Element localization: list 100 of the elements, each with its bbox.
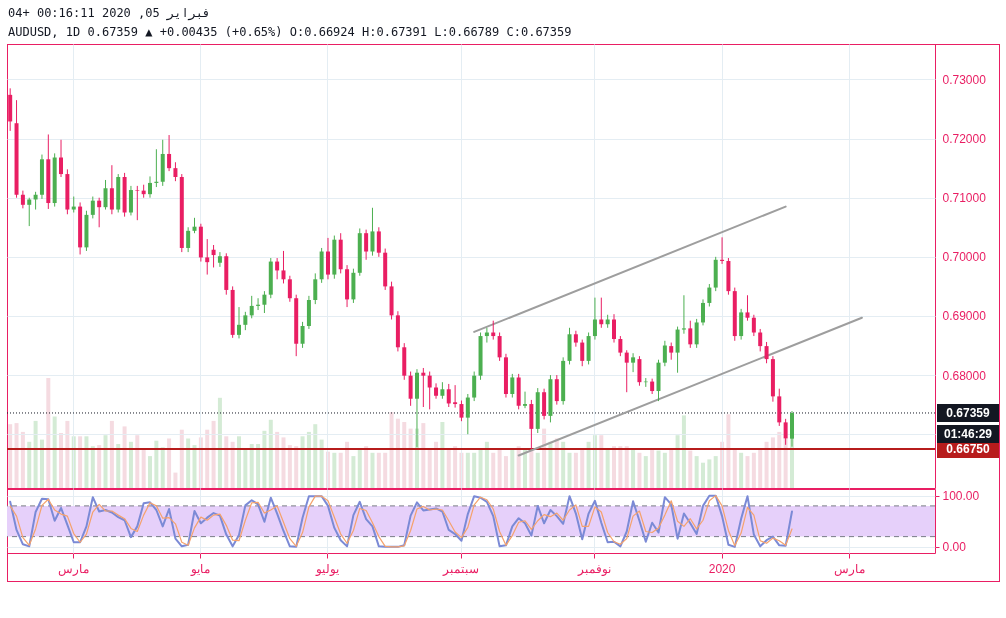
bar [294, 446, 299, 488]
bar [135, 435, 140, 488]
bar [211, 420, 216, 488]
bar [599, 435, 604, 488]
bar [446, 449, 451, 488]
bar [745, 456, 750, 488]
bar [230, 441, 235, 488]
bar [402, 422, 407, 488]
bar [523, 449, 528, 488]
bar [669, 449, 674, 488]
bar [319, 439, 324, 488]
candlestick [446, 383, 451, 408]
bar [148, 456, 153, 488]
y-tick-label: 0.68000 [942, 368, 987, 383]
bar [20, 431, 25, 488]
text: 01:46:29 [943, 426, 993, 441]
bar [408, 428, 413, 488]
candlestick [90, 196, 95, 219]
bar [554, 438, 559, 488]
bar [389, 412, 394, 488]
bar [694, 456, 699, 488]
bar [548, 441, 553, 488]
bar [141, 448, 146, 488]
bar [116, 444, 121, 488]
candlestick [758, 328, 763, 352]
candlestick [109, 164, 114, 215]
bar [205, 429, 210, 488]
y-tick-label: 0.72000 [942, 132, 987, 147]
bar [465, 452, 470, 488]
candlestick [262, 290, 267, 314]
bar [173, 472, 178, 488]
candlestick [523, 391, 528, 409]
bar [345, 441, 350, 488]
candlestick [434, 382, 439, 400]
candlestick [135, 185, 140, 221]
bar [14, 423, 19, 488]
bar [97, 445, 102, 488]
candlestick [554, 374, 559, 406]
bar [332, 452, 337, 488]
candlestick [97, 197, 102, 228]
candlestick [173, 161, 178, 182]
candlestick [751, 314, 756, 337]
bar [224, 436, 229, 488]
candlestick [580, 339, 585, 367]
bar [84, 436, 89, 488]
bar [27, 441, 32, 488]
chart-title: فبراير 05, 2020 00:16:11 +04 [8, 6, 211, 21]
candlestick [211, 244, 216, 268]
bar [561, 441, 566, 488]
bar [59, 433, 64, 488]
bar [516, 446, 521, 488]
bar [370, 452, 375, 488]
bar [109, 420, 114, 488]
bar [631, 449, 636, 488]
candlestick [364, 229, 369, 261]
bar [186, 438, 191, 488]
bar [650, 449, 655, 488]
bar [732, 449, 737, 488]
bar [586, 441, 591, 488]
candlestick [637, 355, 642, 387]
bar [237, 436, 241, 488]
bar [217, 397, 222, 488]
chart-subtitle: AUDUSD, 1D 0.67359 ▲ +0.00435 (+0.65%) O:0.66924 H:0.67391 L:0.66789 C:0.67359 [8, 25, 572, 39]
candlestick [370, 207, 375, 257]
bar [46, 378, 51, 488]
candlestick [313, 272, 318, 305]
bar [281, 437, 286, 488]
candlestick [453, 384, 458, 409]
candlestick [27, 197, 32, 227]
bar [160, 447, 165, 488]
bar [643, 456, 648, 488]
bar [478, 449, 483, 488]
bar [618, 446, 623, 488]
bar [777, 431, 782, 488]
bar [758, 449, 763, 488]
candlestick [167, 134, 172, 172]
candlestick [618, 335, 623, 357]
candlestick [745, 294, 750, 322]
candlestick [186, 226, 191, 253]
candlestick [694, 318, 699, 349]
candlestick [688, 320, 693, 349]
bar [351, 456, 356, 488]
bar [306, 431, 311, 488]
candlestick [421, 367, 426, 408]
candlestick [624, 349, 629, 393]
bar [434, 441, 439, 488]
candlestick [249, 295, 254, 319]
y-tick-label: 0.71000 [942, 191, 987, 206]
candlestick [707, 283, 712, 307]
bar [249, 444, 254, 488]
candlestick [325, 237, 330, 280]
bar [662, 452, 667, 488]
y-tick-label: 100.00 [942, 489, 980, 504]
bar [503, 456, 508, 488]
bar [739, 452, 744, 488]
bar [33, 420, 38, 488]
y-tick-label: 0.00 [942, 540, 967, 555]
y-tick-label: 0.73000 [942, 72, 987, 87]
candlestick [764, 341, 769, 364]
candlestick [662, 340, 667, 367]
